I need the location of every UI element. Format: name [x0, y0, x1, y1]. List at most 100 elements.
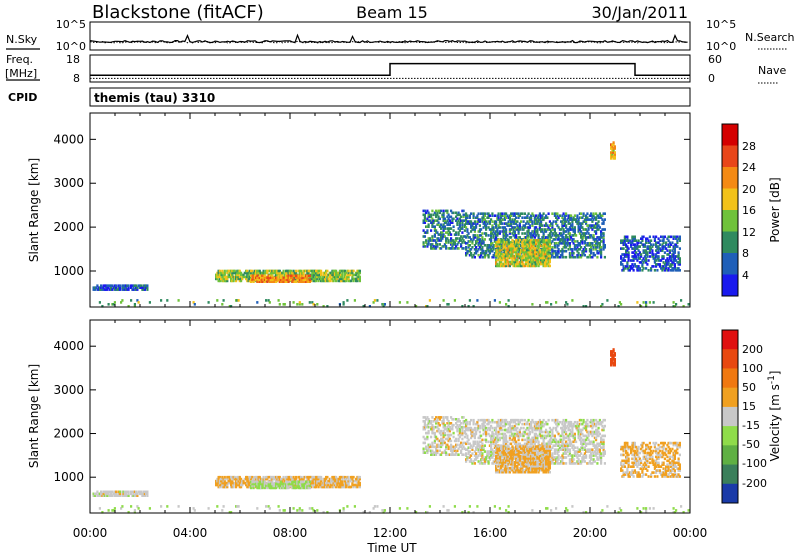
power-cell — [595, 232, 598, 235]
power-cell — [566, 240, 569, 243]
power-cell — [671, 269, 674, 272]
power-cell — [571, 220, 574, 223]
velocity-cell — [461, 437, 464, 441]
power-cell — [645, 305, 648, 308]
velocity-cell — [518, 442, 521, 446]
power-cell — [452, 217, 455, 221]
power-cell — [518, 224, 521, 227]
power-cell — [498, 260, 501, 264]
power-cell — [548, 236, 551, 239]
velocity-cell — [263, 480, 266, 484]
velocity-cell — [141, 494, 144, 497]
power-cell — [463, 241, 466, 244]
power-cell — [448, 223, 451, 226]
velocity-cell — [358, 481, 361, 485]
power-cell — [582, 249, 585, 253]
velocity-cell — [353, 483, 356, 487]
velocity-cell — [442, 433, 445, 437]
velocity-cell — [275, 484, 278, 488]
power-cell — [568, 228, 571, 231]
velocity-cell — [435, 449, 438, 453]
power-cell — [333, 271, 336, 275]
power-cell — [506, 240, 509, 244]
power-cell — [536, 222, 539, 225]
power-cell — [537, 252, 540, 256]
velocity-cell — [481, 462, 484, 465]
power-cell — [437, 209, 440, 213]
velocity-cell — [296, 480, 299, 484]
velocity-cell — [448, 453, 451, 456]
power-cell — [460, 245, 463, 248]
power-cell — [573, 218, 576, 221]
power-cell — [298, 303, 301, 306]
power-cell — [265, 299, 268, 302]
power-cell — [492, 228, 495, 231]
velocity-cell — [501, 432, 504, 436]
velocity-cell — [121, 494, 124, 497]
velocity-cell — [431, 445, 434, 449]
velocity-cell — [267, 480, 270, 484]
power-cell — [502, 234, 505, 237]
velocity-cell — [422, 420, 425, 423]
power-cell — [646, 251, 649, 254]
velocity-cell — [252, 482, 255, 486]
power-cell — [658, 243, 661, 246]
power-cell — [221, 279, 224, 283]
velocity-cell — [516, 430, 519, 434]
velocity-cell — [227, 481, 230, 485]
power-cell — [547, 228, 550, 231]
power-cell — [661, 247, 664, 250]
power-cell — [576, 253, 579, 257]
velocity-cell — [277, 477, 280, 481]
velocity-cell — [252, 480, 255, 484]
velocity-cell — [486, 450, 489, 453]
power-cell — [642, 301, 645, 304]
power-cell — [536, 232, 539, 235]
velocity-cell — [488, 456, 491, 459]
velocity-cell — [472, 422, 475, 426]
power-cell — [501, 262, 504, 266]
power-cell — [457, 219, 460, 222]
velocity-cell — [216, 477, 219, 481]
velocity-cell — [425, 425, 428, 429]
power-cell — [451, 219, 454, 222]
power-cell — [572, 230, 575, 233]
velocity-cell — [441, 441, 444, 445]
power-cell — [645, 251, 648, 254]
power-cell — [247, 273, 250, 277]
power-cell — [568, 232, 571, 235]
velocity-cell — [432, 451, 435, 454]
power-cell — [627, 247, 630, 250]
velocity-cell — [498, 438, 501, 442]
power-cell — [520, 248, 523, 252]
velocity-cell — [338, 481, 341, 485]
velocity-cell — [297, 480, 300, 484]
velocity-cell — [306, 484, 309, 488]
power-cell — [670, 257, 673, 260]
power-cell — [672, 267, 675, 270]
power-cell — [556, 253, 559, 257]
power-cell — [536, 250, 539, 254]
velocity-cell — [473, 440, 476, 444]
velocity-cell — [473, 450, 476, 453]
power-cell — [330, 273, 333, 277]
power-cell — [345, 277, 348, 281]
power-cell — [283, 278, 286, 282]
power-cell — [531, 252, 534, 256]
power-cell — [446, 227, 449, 230]
velocity-cell — [491, 420, 494, 424]
power-cell — [665, 261, 668, 264]
velocity-cell — [272, 475, 275, 479]
velocity-cell — [118, 490, 121, 494]
power-cell — [635, 245, 638, 248]
power-cell — [672, 305, 675, 308]
power-cell — [306, 269, 309, 273]
velocity-cell — [443, 451, 446, 454]
power-cell — [545, 258, 548, 262]
power-cell — [546, 258, 549, 262]
velocity-cell — [322, 479, 325, 483]
power-cell — [96, 284, 99, 287]
power-cell — [333, 273, 336, 277]
power-cell — [255, 276, 258, 280]
power-cell — [503, 256, 506, 260]
